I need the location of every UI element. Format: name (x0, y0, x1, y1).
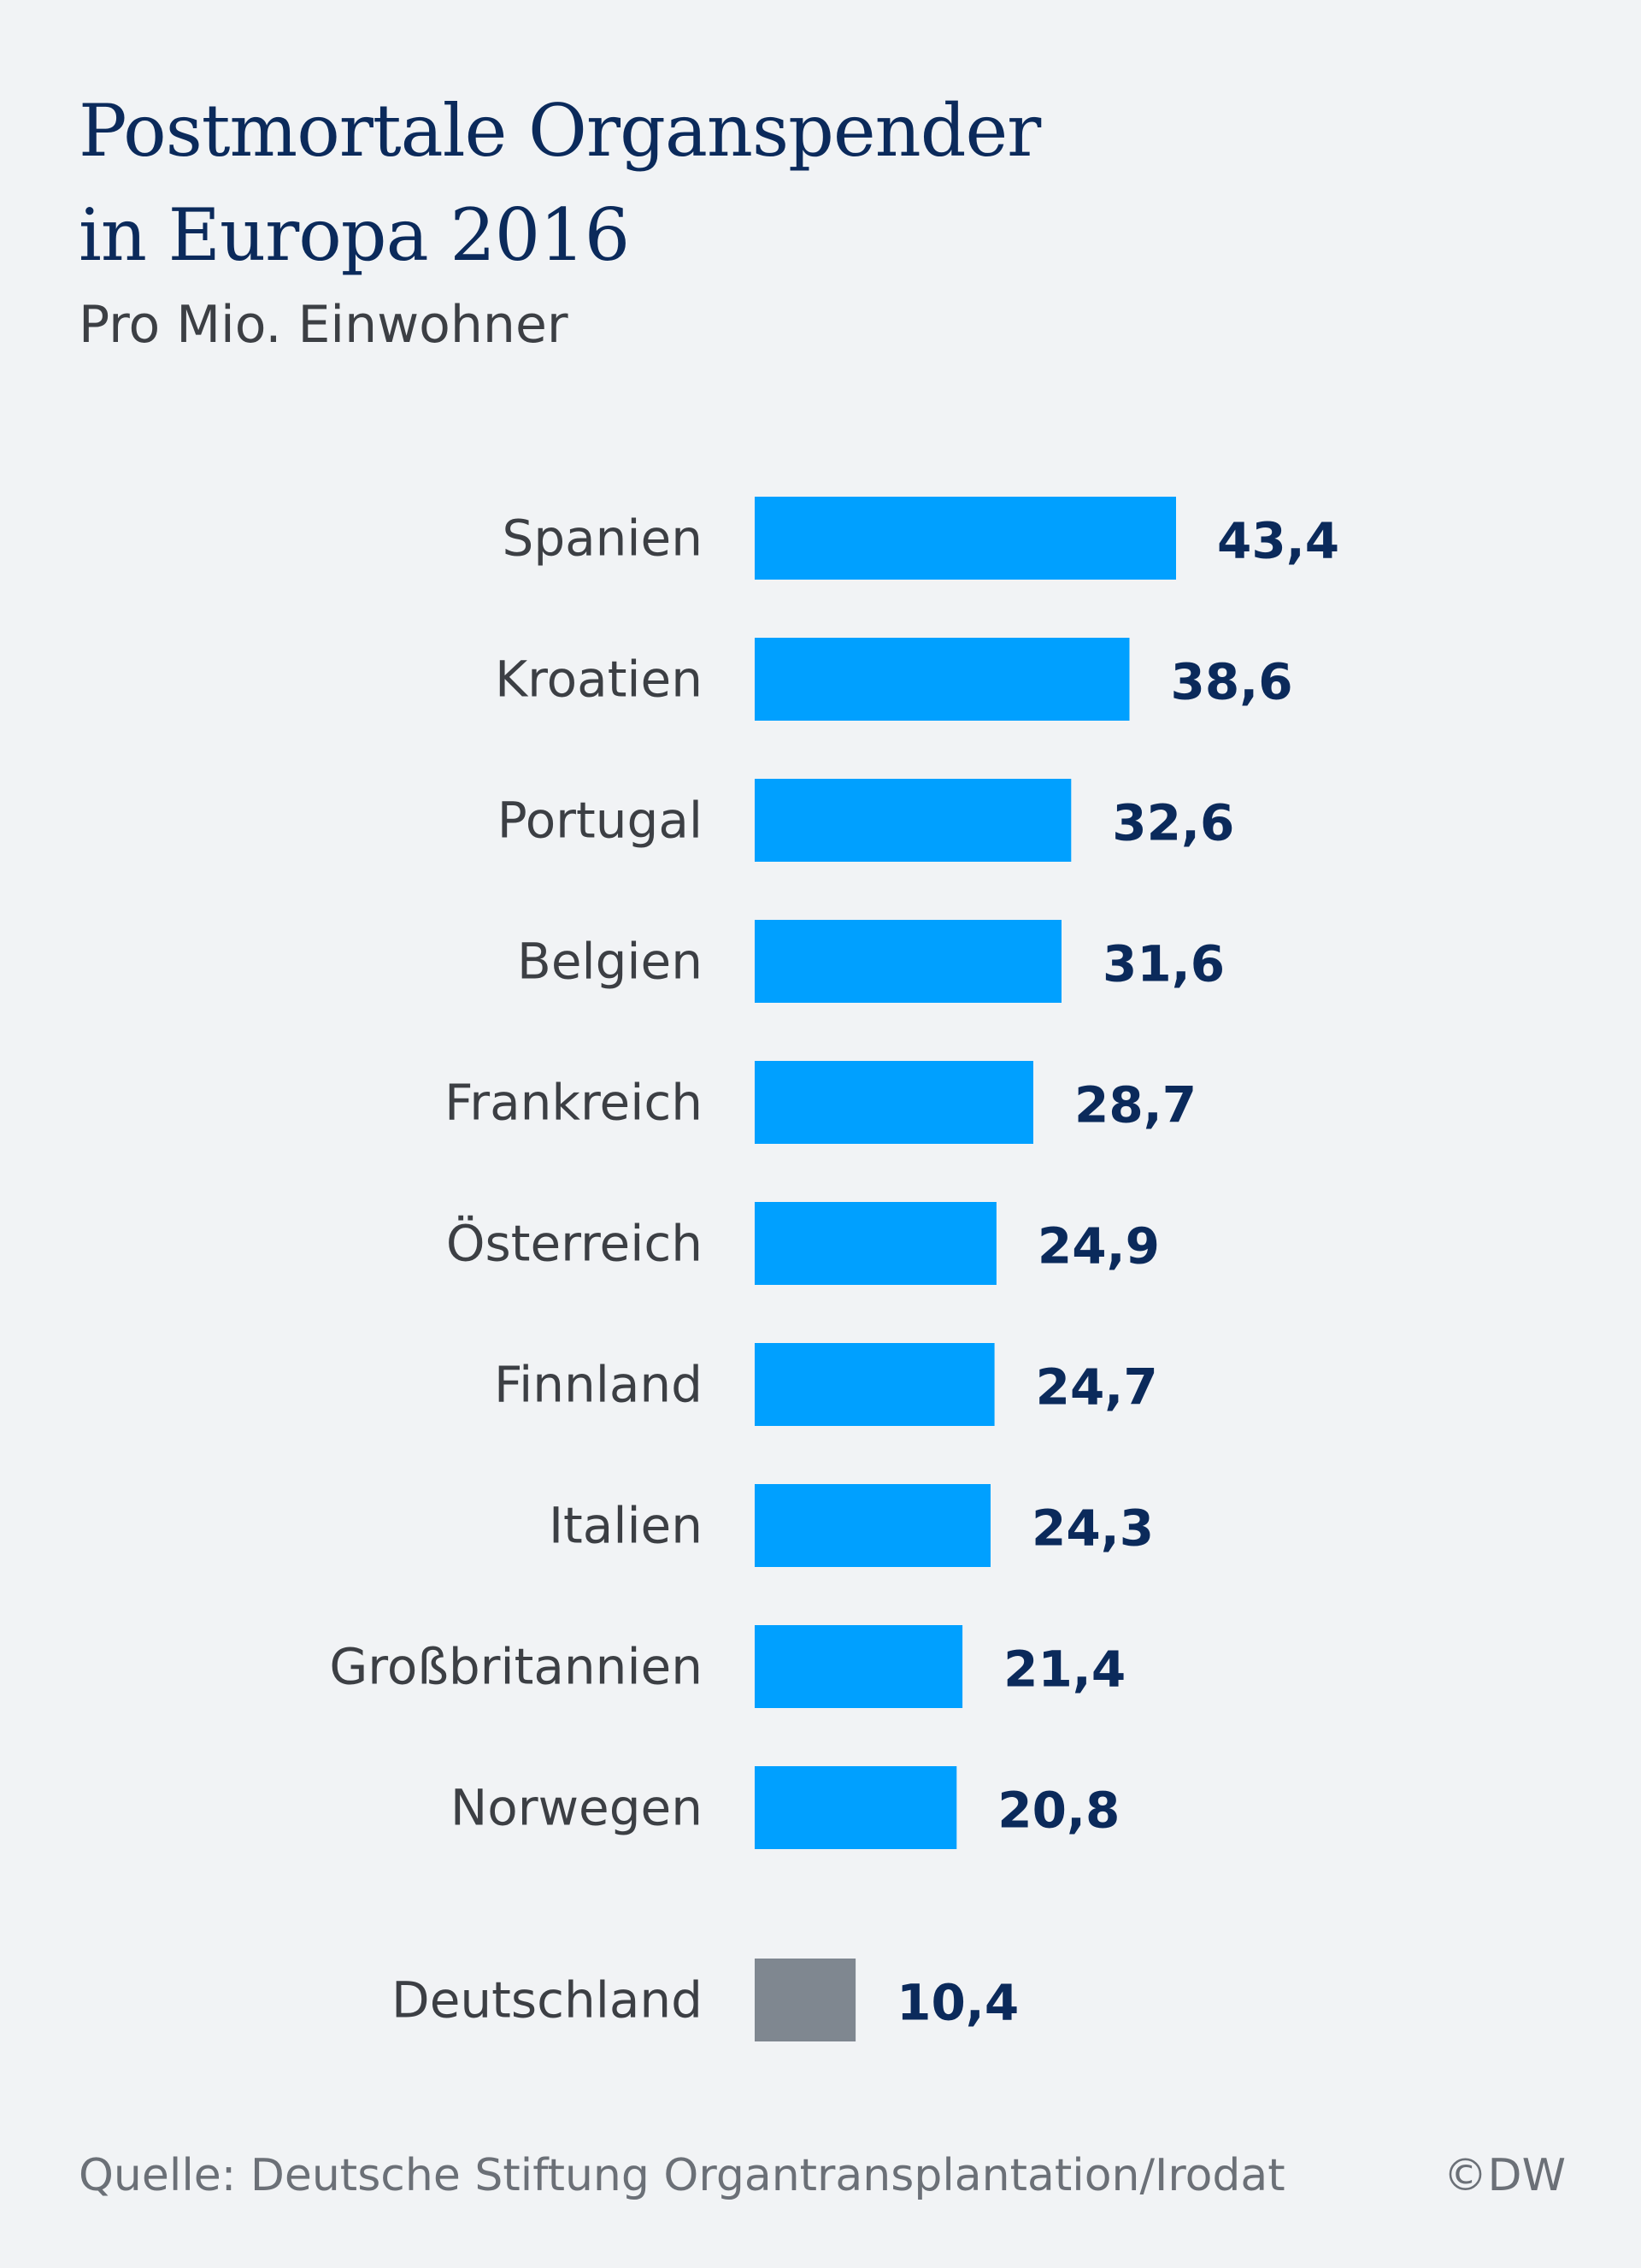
value-label: 24,7 (1036, 1358, 1158, 1417)
bar-frankreich (755, 1061, 1033, 1144)
bar-finnland (755, 1343, 995, 1426)
chart-title: Postmortale Organspender in Europa 2016 (79, 79, 1041, 287)
bar-portugal (755, 779, 1072, 862)
value-label: 24,3 (1032, 1499, 1154, 1558)
bar-norwegen (755, 1766, 957, 1849)
chart-title-line-2: in Europa 2016 (79, 193, 630, 277)
footer: Quelle: Deutsche Stiftung Organtransplan… (79, 2141, 1566, 2210)
value-label: 10,4 (897, 1974, 1019, 2032)
category-label: Norwegen (450, 1779, 703, 1837)
bar-kroatien (755, 638, 1130, 721)
value-label: 31,6 (1103, 935, 1225, 993)
copyright-credit: ©DW (1443, 2150, 1566, 2201)
chart-subtitle: Pro Mio. Einwohner (79, 295, 568, 355)
value-label: 38,6 (1171, 653, 1293, 711)
bar-italien (755, 1484, 991, 1567)
category-label: Spanien (503, 510, 703, 568)
category-label: Frankreich (444, 1074, 703, 1132)
value-label: 43,4 (1217, 512, 1339, 570)
source-note: Quelle: Deutsche Stiftung Organtransplan… (79, 2150, 1285, 2201)
category-label: Großbritannien (329, 1638, 703, 1696)
bar-deutschland (755, 1959, 856, 2041)
bar-belgien (755, 920, 1062, 1003)
bar-österreich (755, 1202, 997, 1285)
category-label: Italien (549, 1497, 703, 1555)
category-label: Belgien (517, 933, 703, 991)
category-label: Portugal (497, 792, 703, 850)
category-label: Deutschland (391, 1971, 703, 2029)
bar-spanien (755, 497, 1176, 580)
category-label: Österreich (446, 1215, 703, 1273)
bar-großbritannien (755, 1625, 963, 1708)
category-label: Kroatien (495, 651, 703, 709)
value-label: 32,6 (1112, 794, 1234, 852)
value-label: 28,7 (1074, 1076, 1197, 1134)
value-label: 24,9 (1038, 1217, 1160, 1275)
value-label: 20,8 (997, 1782, 1120, 1840)
chart-title-line-1: Postmortale Organspender (79, 89, 1041, 173)
value-label: 21,4 (1003, 1641, 1126, 1699)
category-label: Finnland (494, 1356, 703, 1414)
